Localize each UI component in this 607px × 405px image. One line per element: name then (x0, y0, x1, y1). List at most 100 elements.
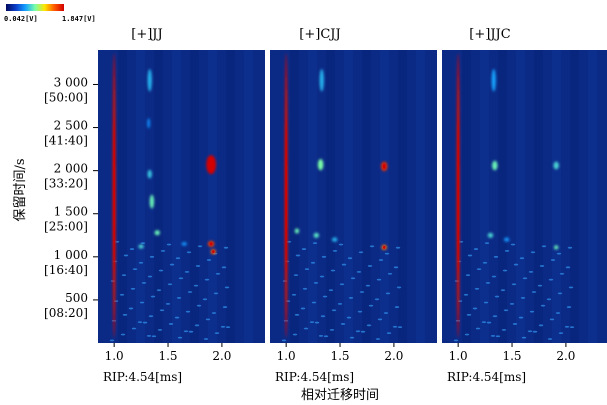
background-noise-spot (369, 245, 375, 248)
background-noise-spot (347, 257, 353, 260)
heatmap-panel-2 (270, 50, 437, 343)
peak-core-2-4 (382, 163, 386, 169)
background-noise-spot (138, 261, 144, 264)
background-noise-spot (397, 326, 403, 329)
background-noise-spot (531, 291, 537, 293)
peak-core-2-1 (285, 117, 287, 274)
background-noise-spot (377, 318, 383, 321)
y-tick-sublabel: [33:20] (44, 177, 88, 191)
background-noise-spot (300, 307, 306, 310)
background-noise-spot (186, 251, 192, 254)
background-noise-spot (504, 249, 510, 252)
y-tick-label: 2 500 (54, 119, 88, 133)
background-noise-spot (473, 248, 479, 250)
background-noise-spot (109, 339, 115, 342)
background-streak (172, 50, 181, 343)
x-axis-ticks: 1.0 1.5 2.0 1.0 1.5 2.0 1.0 1.5 2.0 (105, 343, 575, 363)
background-streak (326, 50, 335, 343)
background-noise-spot (493, 255, 499, 258)
background-noise-spot (142, 321, 148, 324)
background-noise-spot (221, 266, 227, 269)
background-noise-spot (511, 283, 517, 286)
peak-core-1-6 (212, 250, 215, 254)
peak-core-1-5 (209, 242, 213, 246)
background-noise-spot (484, 242, 490, 245)
background-noise-spot (568, 286, 574, 289)
background-noise-spot (467, 254, 473, 257)
background-noise-spot (120, 333, 126, 336)
background-noise-spot (318, 334, 324, 337)
peak-3-2 (491, 68, 496, 92)
x-tick-label: 1.5 (502, 349, 521, 363)
background-noise-spot (131, 327, 137, 330)
peak-3-7 (503, 237, 510, 242)
background-streak (516, 50, 525, 343)
background-streak (570, 50, 579, 343)
background-streak (154, 50, 163, 343)
peak-2-6 (313, 232, 320, 238)
background-noise-spot (160, 249, 166, 252)
background-streak (308, 50, 317, 343)
background-noise-spot (569, 326, 575, 329)
background-noise-spot (464, 333, 470, 336)
background-noise-spot (178, 277, 184, 280)
background-noise-spot (556, 252, 562, 255)
y-tick-sublabel: [25:00] (44, 220, 88, 234)
x-tick-label: 2.0 (212, 349, 231, 363)
peak-3-6 (487, 232, 494, 238)
peak-1-9 (154, 230, 160, 236)
background-noise-spot (395, 246, 401, 249)
background-noise-spot (564, 325, 570, 328)
background-noise-spot (541, 245, 547, 248)
background-noise-spot (331, 309, 337, 312)
background-noise-spot (196, 304, 202, 307)
background-noise-spot (474, 287, 480, 290)
peak-core-2-5 (382, 245, 386, 249)
background-noise-spot (206, 259, 212, 261)
background-noise-spot (197, 245, 203, 248)
x-axis-label: 相对迁移时间 (301, 388, 379, 403)
background-noise-spot (119, 293, 125, 296)
background-noise-spot (463, 293, 469, 296)
heatmap-panel-3 (442, 50, 607, 343)
background-streak (416, 50, 425, 343)
x-tick-label: 2.0 (556, 349, 575, 363)
background-noise-spot (486, 321, 492, 324)
peak-3-3 (492, 160, 498, 171)
background-noise-spot (360, 330, 366, 333)
background-noise-spot (476, 268, 482, 271)
background-noise-spot (374, 298, 380, 301)
background-noise-spot (215, 272, 221, 275)
background-noise-spot (532, 330, 538, 333)
background-noise-spot (537, 284, 543, 287)
background-noise-spot (396, 286, 402, 289)
peak-2-3 (317, 159, 324, 171)
background-noise-spot (538, 324, 544, 327)
peak-core-1-4 (208, 159, 214, 170)
peak-core-1-1 (113, 117, 115, 274)
background-noise-spot (559, 272, 565, 275)
y-axis-ticks: 3 000[50:00] 2 500[41:40] 2 000[33:20] 1 50… (44, 75, 98, 320)
background-noise-spot (368, 304, 374, 307)
background-noise-spot (203, 338, 209, 340)
background-noise-spot (169, 263, 175, 266)
background-streak (208, 50, 217, 343)
background-noise-spot (205, 318, 211, 321)
background-noise-spot (310, 261, 316, 264)
background-noise-spot (349, 336, 355, 339)
background-noise-spot (520, 297, 526, 299)
background-noise-spot (114, 240, 120, 243)
background-noise-spot (122, 313, 128, 316)
background-streak (534, 50, 543, 343)
background-noise-spot (156, 289, 162, 292)
peak-2-8 (294, 228, 300, 234)
background-noise-spot (375, 338, 381, 340)
rip-label-1: RIP:4.54[ms] (103, 370, 182, 384)
background-noise-spot (193, 284, 199, 287)
background-noise-spot (393, 266, 399, 269)
background-streak (344, 50, 353, 343)
background-noise-spot (357, 310, 363, 313)
background-noise-spot (466, 313, 472, 316)
background-noise-spot (291, 293, 297, 296)
